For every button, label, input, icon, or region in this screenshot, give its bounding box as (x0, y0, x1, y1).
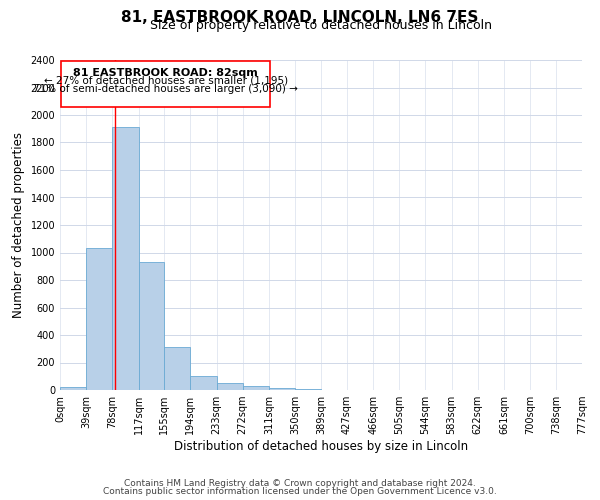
Bar (269, 388, 295, 390)
Bar (164, 346, 190, 390)
Text: 71% of semi-detached houses are larger (3,090) →: 71% of semi-detached houses are larger (… (34, 84, 298, 94)
Title: Size of property relative to detached houses in Lincoln: Size of property relative to detached ho… (150, 20, 492, 32)
Bar (86, 248, 112, 390)
Bar (112, 128, 139, 390)
Bar (60, 387, 86, 390)
Y-axis label: Number of detached properties: Number of detached properties (12, 132, 25, 318)
Text: ← 27% of detached houses are smaller (1,195): ← 27% of detached houses are smaller (1,… (44, 76, 288, 86)
Text: 81, EASTBROOK ROAD, LINCOLN, LN6 7ES: 81, EASTBROOK ROAD, LINCOLN, LN6 7ES (121, 10, 479, 25)
Text: Contains HM Land Registry data © Crown copyright and database right 2024.: Contains HM Land Registry data © Crown c… (124, 478, 476, 488)
Bar (61, 62, 270, 107)
Bar (217, 383, 243, 390)
X-axis label: Distribution of detached houses by size in Lincoln: Distribution of detached houses by size … (174, 440, 468, 453)
Text: 81 EASTBROOK ROAD: 82sqm: 81 EASTBROOK ROAD: 82sqm (73, 68, 258, 78)
Text: Contains public sector information licensed under the Open Government Licence v3: Contains public sector information licen… (103, 487, 497, 496)
Bar (190, 376, 217, 390)
Bar (139, 262, 164, 390)
Bar (243, 386, 269, 390)
